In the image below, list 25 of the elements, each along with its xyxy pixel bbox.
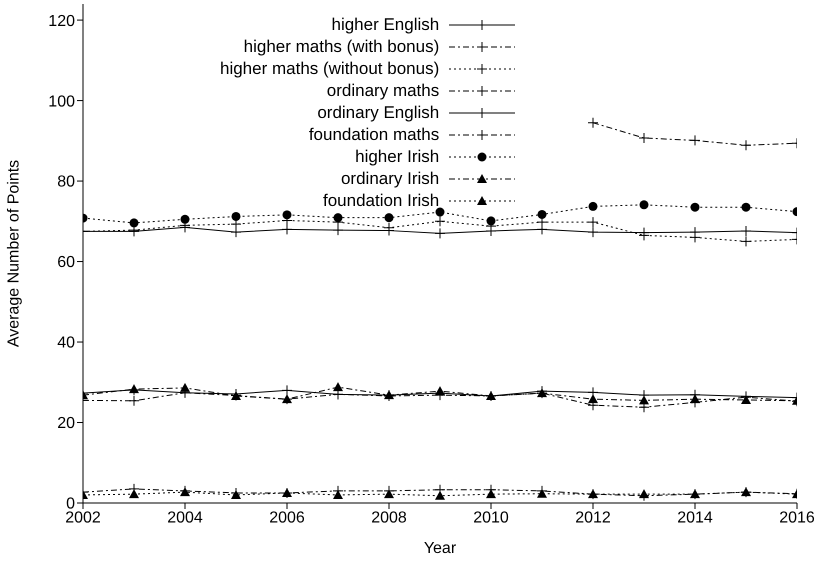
y-tick-label: 20 (57, 415, 76, 432)
y-tick-label: 40 (57, 334, 76, 352)
x-tick-label: 2016 (779, 509, 815, 526)
x-tick-label: 2002 (65, 509, 101, 526)
legend-label: ordinary English (317, 103, 440, 123)
x-tick-label: 2004 (167, 509, 203, 526)
y-tick-label: 80 (57, 174, 76, 191)
y-axis-title: Average Number of Points (6, 160, 23, 348)
legend-label: higher maths (with bonus) (244, 37, 440, 57)
legend-label: higher Irish (355, 147, 440, 167)
y-tick-label: 60 (57, 254, 76, 272)
legend-label: foundation Irish (322, 191, 440, 211)
y-tick-label: 100 (48, 93, 76, 110)
x-tick-label: 2010 (473, 509, 509, 526)
legend-label: ordinary maths (326, 81, 440, 101)
x-tick-label: 2014 (677, 509, 713, 526)
legend-label: higher English (331, 15, 440, 35)
legend-label: ordinary Irish (340, 169, 440, 189)
legend-label: higher maths (without bonus) (220, 59, 440, 79)
x-tick-label: 2012 (575, 509, 611, 526)
x-tick-label: 2006 (269, 509, 305, 526)
y-tick-label: 120 (48, 12, 76, 30)
x-axis-title: Year (424, 540, 457, 557)
x-tick-label: 2008 (371, 509, 407, 526)
legend-label: foundation maths (308, 125, 440, 145)
